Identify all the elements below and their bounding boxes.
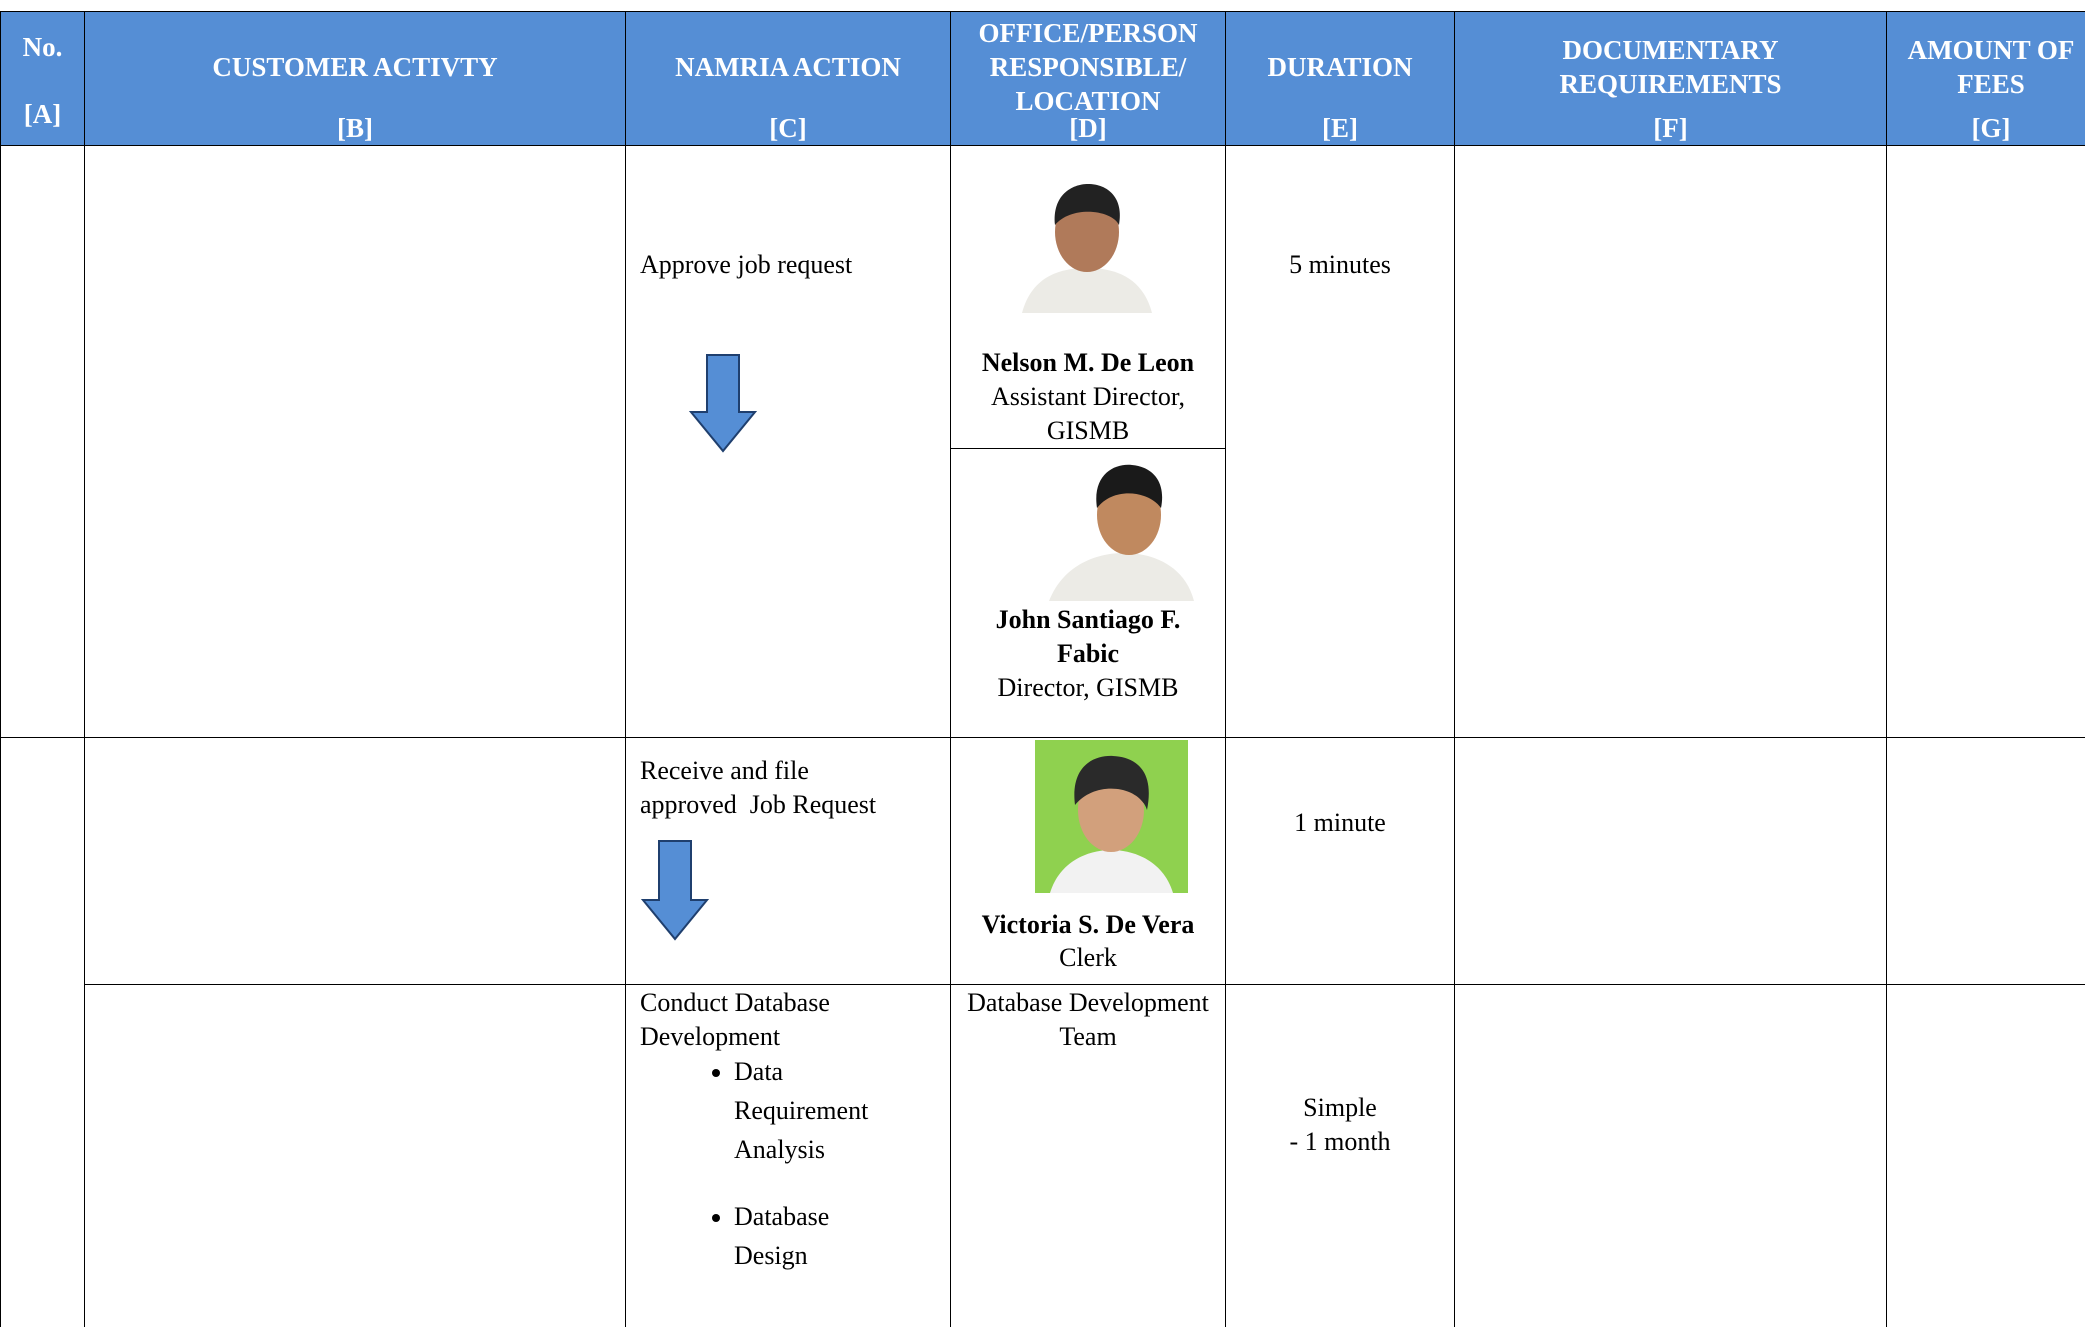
duration-text: 5 minutes (1289, 250, 1391, 279)
header-cell: OFFICE/PERSON RESPONSIBLE/ LOCATION [D] (950, 11, 1226, 146)
person-role: Assistant Director, GISMB (991, 382, 1185, 445)
cell (1886, 145, 2085, 738)
cell (84, 145, 626, 738)
step-item: Database Design (734, 1197, 904, 1275)
duration-text: 1 minute (1294, 808, 1386, 837)
header-label: DURATION (1267, 52, 1413, 82)
cell (1225, 145, 1455, 738)
header-label: DOCUMENTARY REQUIREMENTS (1559, 35, 1782, 99)
cell (1886, 737, 2085, 985)
header-cell: CUSTOMER ACTIVTY [B] (84, 11, 626, 146)
cell (1886, 984, 2085, 1327)
header-label: No. (22, 32, 63, 62)
header-letter: [D] (1069, 113, 1107, 143)
action-text: Receive and file approved Job Request (640, 756, 877, 819)
header-letter: [C] (769, 113, 807, 143)
header-label: CUSTOMER ACTIVTY (212, 52, 498, 82)
duration-text: Simple (1303, 1093, 1377, 1122)
person-role: Director, GISMB (997, 673, 1179, 702)
person-photo (1035, 740, 1188, 893)
step-item: Data Requirement Analysis (734, 1052, 904, 1169)
header-letter: [B] (337, 113, 373, 143)
header-cell: DOCUMENTARY REQUIREMENTS [F] (1454, 11, 1887, 146)
cell (0, 737, 85, 1327)
cell (1225, 737, 1455, 985)
person-name: John Santiago F. Fabic (995, 605, 1181, 668)
person-photo (1012, 170, 1162, 313)
header-label: NAMRIA ACTION (675, 52, 901, 82)
header-label: OFFICE/PERSON RESPONSIBLE/ LOCATION (978, 18, 1198, 116)
cell (625, 145, 951, 738)
header-letter: [A] (23, 99, 62, 129)
duration-text: - 1 month (1289, 1127, 1391, 1156)
cell (84, 737, 626, 985)
header-cell: No. [A] (0, 11, 85, 146)
cell (84, 984, 626, 1327)
person-role: Clerk (1059, 943, 1117, 972)
flow-arrow (688, 354, 758, 453)
header-cell: DURATION [E] (1225, 11, 1455, 146)
cell (1454, 984, 1887, 1327)
header-letter: [E] (1322, 113, 1358, 143)
step-list: Data Requirement Analysis Database Desig… (708, 1052, 904, 1303)
office-text: Database Development Team (967, 988, 1209, 1051)
cell (0, 145, 85, 738)
cell (1454, 737, 1887, 985)
action-text: Approve job request (640, 250, 853, 279)
header-letter: [G] (1971, 113, 2011, 143)
person-photo (1044, 453, 1196, 601)
header-letter: [F] (1653, 113, 1688, 143)
person-name: Victoria S. De Vera (981, 910, 1195, 939)
cell (1454, 145, 1887, 738)
action-text: Conduct Database Development (640, 988, 830, 1051)
header-cell: AMOUNT OF FEES [G] (1886, 11, 2085, 146)
header-label: AMOUNT OF FEES (1907, 35, 2075, 99)
header-cell: NAMRIA ACTION [C] (625, 11, 951, 146)
flow-arrow (640, 840, 710, 941)
person-name: Nelson M. De Leon (981, 348, 1195, 377)
